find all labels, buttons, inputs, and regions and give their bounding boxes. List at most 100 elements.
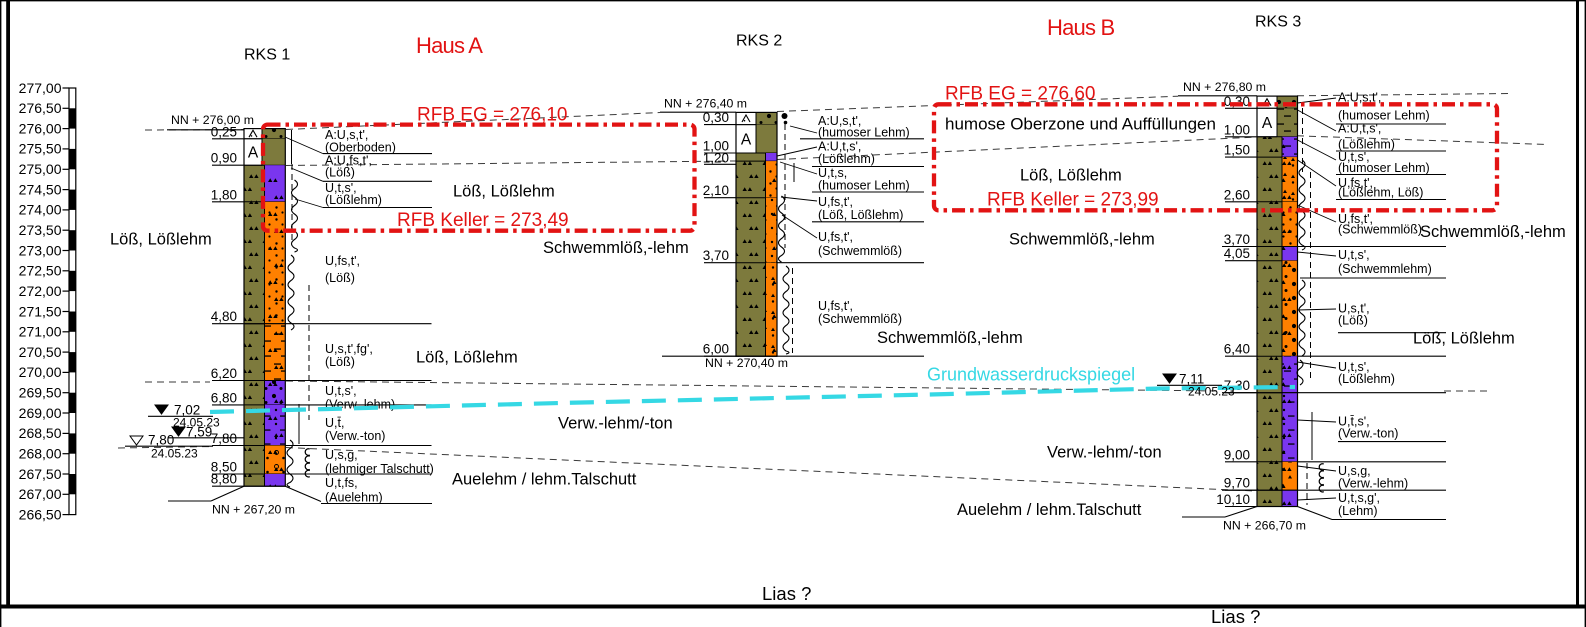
svg-text:U,t̄,: U,t̄, xyxy=(325,416,344,430)
svg-text:U,t,s,g',: U,t,s,g', xyxy=(1338,491,1380,505)
svg-text:7,02: 7,02 xyxy=(174,403,200,418)
svg-text:NN + 276,40 m: NN + 276,40 m xyxy=(664,97,747,111)
svg-text:277,00: 277,00 xyxy=(19,80,62,96)
svg-text:(Auelehm): (Auelehm) xyxy=(325,491,383,505)
svg-text:Lias ?: Lias ? xyxy=(1211,606,1260,627)
svg-text:A:U,s,t',: A:U,s,t', xyxy=(818,114,861,128)
svg-text:2,60: 2,60 xyxy=(1224,187,1250,202)
svg-text:7,11: 7,11 xyxy=(1179,372,1204,387)
svg-text:U,t,s',: U,t,s', xyxy=(325,384,357,398)
svg-text:Lias ?: Lias ? xyxy=(762,583,811,604)
svg-text:Löß, Lößlehm: Löß, Lößlehm xyxy=(1020,167,1122,185)
svg-text:U,t,s',: U,t,s', xyxy=(1338,248,1370,262)
svg-text:RKS 3: RKS 3 xyxy=(1255,14,1301,31)
svg-text:268,50: 268,50 xyxy=(19,425,62,441)
svg-text:U,fs,t',: U,fs,t', xyxy=(818,195,853,209)
svg-text:Löß, Lößlehm: Löß, Lößlehm xyxy=(416,349,518,367)
svg-text:6,40: 6,40 xyxy=(1224,342,1250,357)
svg-text:A: A xyxy=(1262,115,1273,132)
svg-text:NN + 276,00 m: NN + 276,00 m xyxy=(171,113,254,127)
svg-text:1,20: 1,20 xyxy=(703,150,729,165)
svg-text:Haus A: Haus A xyxy=(416,33,483,58)
svg-text:NN + 276,80 m: NN + 276,80 m xyxy=(1183,80,1266,94)
svg-text:0,90: 0,90 xyxy=(211,151,237,166)
svg-text:267,50: 267,50 xyxy=(19,466,62,482)
svg-text:6,20: 6,20 xyxy=(211,366,237,381)
svg-text:U,t,s',: U,t,s', xyxy=(325,181,357,195)
svg-text:24.05.23: 24.05.23 xyxy=(173,416,220,430)
svg-text:U,fs,t',: U,fs,t', xyxy=(818,230,853,244)
svg-text:U,fs,t',: U,fs,t', xyxy=(325,254,360,268)
svg-text:9,70: 9,70 xyxy=(1224,476,1250,491)
svg-text:A:U,t,s',: A:U,t,s', xyxy=(1338,122,1381,136)
svg-text:U,s,t',fg',: U,s,t',fg', xyxy=(325,342,373,356)
svg-text:(Löß): (Löß) xyxy=(325,355,355,369)
svg-text:4,05: 4,05 xyxy=(1224,246,1250,261)
svg-text:(Verw.-lehm): (Verw.-lehm) xyxy=(1338,477,1408,491)
svg-text:(Oberboden): (Oberboden) xyxy=(325,141,396,155)
svg-text:8,80: 8,80 xyxy=(211,472,237,487)
svg-text:267,00: 267,00 xyxy=(19,486,62,502)
svg-text:(humoser Lehm): (humoser Lehm) xyxy=(818,126,910,140)
svg-text:269,00: 269,00 xyxy=(19,405,62,421)
svg-text:RFB Keller = 273,49: RFB Keller = 273,49 xyxy=(397,210,569,231)
svg-text:7,59: 7,59 xyxy=(186,425,212,440)
svg-text:(humoser Lehm): (humoser Lehm) xyxy=(1338,161,1430,175)
svg-text:1,80: 1,80 xyxy=(211,187,237,202)
svg-text:(Verw.-ton): (Verw.-ton) xyxy=(325,429,385,443)
svg-text:(Lößlehm): (Lößlehm) xyxy=(325,193,382,207)
svg-text:6,00: 6,00 xyxy=(703,342,729,357)
svg-text:275,50: 275,50 xyxy=(19,141,62,157)
svg-text:(Schwemmlehm): (Schwemmlehm) xyxy=(1338,262,1432,276)
svg-text:4,80: 4,80 xyxy=(211,309,237,324)
svg-text:U,fs,t',: U,fs,t', xyxy=(1338,212,1373,226)
svg-text:NN + 266,70 m: NN + 266,70 m xyxy=(1223,519,1306,533)
svg-text:275,00: 275,00 xyxy=(19,161,62,177)
svg-text:(Löß): (Löß) xyxy=(325,271,355,285)
svg-text:(Schwemmlöß): (Schwemmlöß) xyxy=(1338,223,1422,237)
svg-text:274,50: 274,50 xyxy=(19,181,62,197)
svg-text:1,00: 1,00 xyxy=(703,139,729,154)
svg-text:266,50: 266,50 xyxy=(19,506,62,522)
svg-text:1,00: 1,00 xyxy=(1224,122,1250,137)
svg-text:RFB Keller = 273,99: RFB Keller = 273,99 xyxy=(987,190,1159,211)
svg-text:RFB EG = 276,60: RFB EG = 276,60 xyxy=(945,84,1096,105)
svg-text:3,70: 3,70 xyxy=(1224,232,1250,247)
svg-text:273,00: 273,00 xyxy=(19,242,62,258)
svg-text:Verw.-lehm/-ton: Verw.-lehm/-ton xyxy=(1047,444,1162,462)
svg-text:274,00: 274,00 xyxy=(19,202,62,218)
svg-text:U,s,t',: U,s,t', xyxy=(1338,302,1370,316)
svg-text:U,t,s',: U,t,s', xyxy=(1338,360,1370,374)
svg-text:A:U,t,s',: A:U,t,s', xyxy=(818,140,861,154)
svg-text:Schwemmlöß,-lehm: Schwemmlöß,-lehm xyxy=(543,239,689,257)
svg-text:(Lehm): (Lehm) xyxy=(1338,504,1378,518)
svg-text:Löß, Lößlehm: Löß, Lößlehm xyxy=(453,183,555,201)
svg-text:A: A xyxy=(741,131,752,148)
svg-text:U,t̄,s',: U,t̄,s', xyxy=(1338,415,1370,429)
svg-text:Grundwasserdruckspiegel: Grundwasserdruckspiegel xyxy=(927,365,1135,385)
svg-text:A: A xyxy=(248,145,259,162)
svg-text:269,50: 269,50 xyxy=(19,385,62,401)
svg-text:270,50: 270,50 xyxy=(19,344,62,360)
svg-text:(Löß): (Löß) xyxy=(325,166,355,180)
svg-text:Haus B: Haus B xyxy=(1047,15,1114,40)
svg-text:U,t,s,: U,t,s, xyxy=(818,166,847,180)
svg-text:(humoser Lehm): (humoser Lehm) xyxy=(1338,109,1430,123)
svg-text:268,00: 268,00 xyxy=(19,446,62,462)
svg-text:(Lößlehm): (Lößlehm) xyxy=(1338,372,1395,386)
svg-text:276,50: 276,50 xyxy=(19,100,62,116)
svg-text:(Schwemmlöß): (Schwemmlöß) xyxy=(818,312,902,326)
svg-text:(lehmiger Talschutt): (lehmiger Talschutt) xyxy=(325,462,434,476)
svg-text:Verw.-lehm/-ton: Verw.-lehm/-ton xyxy=(558,415,673,433)
svg-text:Schwemmlöß,-lehm: Schwemmlöß,-lehm xyxy=(877,329,1023,347)
svg-text:A:U,fs,t',: A:U,fs,t', xyxy=(325,154,372,168)
svg-text:Schwemmlöß,-lehm: Schwemmlöß,-lehm xyxy=(1420,223,1566,241)
svg-text:NN + 270,40 m: NN + 270,40 m xyxy=(705,356,788,370)
svg-text:10,10: 10,10 xyxy=(1216,492,1250,507)
svg-text:273,50: 273,50 xyxy=(19,222,62,238)
svg-text:7,80: 7,80 xyxy=(211,431,237,446)
svg-text:U,t,s',: U,t,s', xyxy=(1338,150,1370,164)
svg-text:A:U,s,t',: A:U,s,t', xyxy=(325,128,368,142)
svg-text:RFB EG = 276,10: RFB EG = 276,10 xyxy=(417,105,568,126)
svg-text:7,80: 7,80 xyxy=(148,433,174,448)
